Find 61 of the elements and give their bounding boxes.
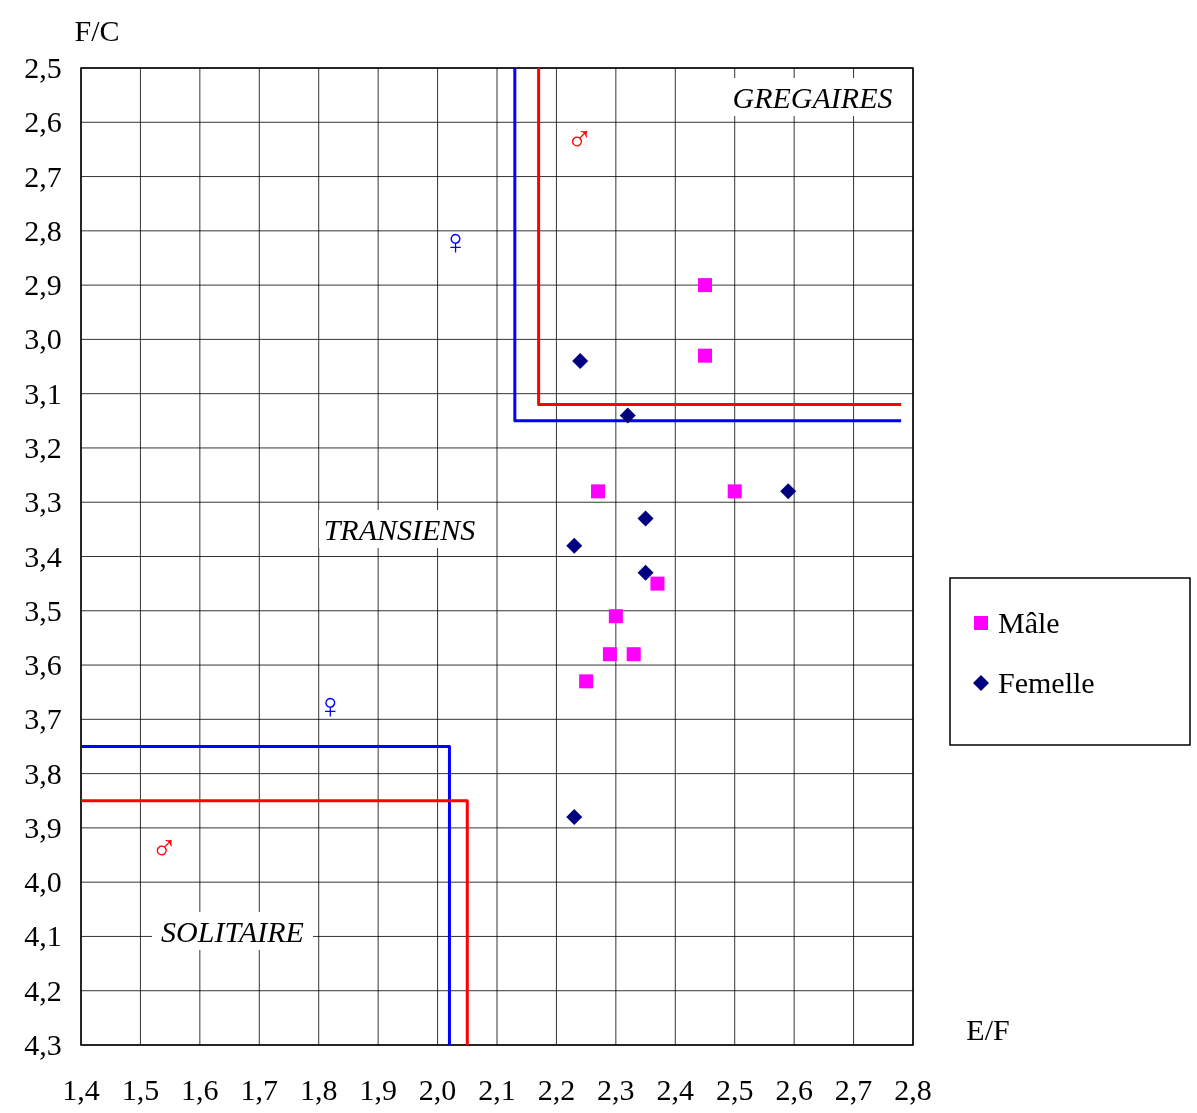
point [637,564,654,581]
point [780,483,797,500]
annotation: GREGAIRES [732,81,893,114]
x-tick-label: 2,1 [478,1073,516,1106]
point [727,484,742,499]
point [566,537,583,554]
point [619,407,636,424]
y-tick-label: 2,9 [24,268,62,302]
y-tick-label: 2,8 [24,213,62,247]
point [572,353,589,370]
y-tick-label: 3,9 [24,810,62,844]
point [637,510,654,527]
point [602,647,617,662]
y-tick-label: 4,0 [24,865,62,899]
y-tick-label: 2,5 [24,51,62,84]
point [579,674,594,689]
x-tick-label: 1,7 [240,1073,279,1106]
x-tick-label: 2,7 [834,1073,873,1106]
x-axis-title: E/F [966,1013,1010,1046]
y-tick-label: 3,8 [24,756,62,790]
x-tick-label: 2,3 [597,1073,635,1106]
x-tick-label: 2,6 [775,1073,813,1106]
y-tick-label: 4,1 [24,919,62,953]
point [608,609,623,624]
x-tick-label: 1,6 [181,1073,219,1106]
y-tick-label: 3,0 [24,322,62,356]
series-label: ♀ [316,686,344,727]
y-tick-label: 3,3 [24,485,62,519]
y-tick-label: 2,7 [24,159,62,193]
y-tick-label: 4,2 [24,973,62,1007]
x-tick-label: 2,5 [715,1073,754,1106]
point [591,484,606,499]
series-label: ♀ [442,221,470,262]
legend-label: Mâle [998,606,1060,639]
point [698,278,712,293]
x-tick-label: 2,2 [537,1073,576,1106]
legend-label: Femelle [998,666,1095,699]
x-tick-label: 1,4 [62,1073,100,1106]
y-tick-label: 4,3 [24,1028,62,1061]
y-axis-title: F/C [74,14,120,47]
x-tick-label: 1,5 [121,1073,160,1106]
series-label: ♂ [566,118,594,159]
x-tick-label: 2,0 [418,1073,457,1106]
annotation: TRANSIENS [323,513,476,546]
point [650,576,665,591]
y-tick-label: 3,6 [24,648,62,682]
y-tick-label: 3,5 [24,593,62,627]
y-tick-label: 2,6 [24,105,62,139]
x-tick-label: 2,8 [894,1073,932,1106]
y-tick-label: 3,1 [24,376,62,410]
point [698,348,712,363]
y-tick-label: 3,7 [24,702,62,736]
point [566,809,583,826]
point [626,647,641,662]
x-tick-label: 1,8 [299,1073,338,1106]
y-tick-label: 3,2 [24,430,62,464]
series-label: ♂ [150,827,178,868]
annotation: SOLITAIRE [161,915,304,948]
x-tick-label: 1,9 [359,1073,397,1106]
x-tick-label: 2,4 [656,1073,695,1106]
y-tick-label: 3,4 [24,539,62,573]
